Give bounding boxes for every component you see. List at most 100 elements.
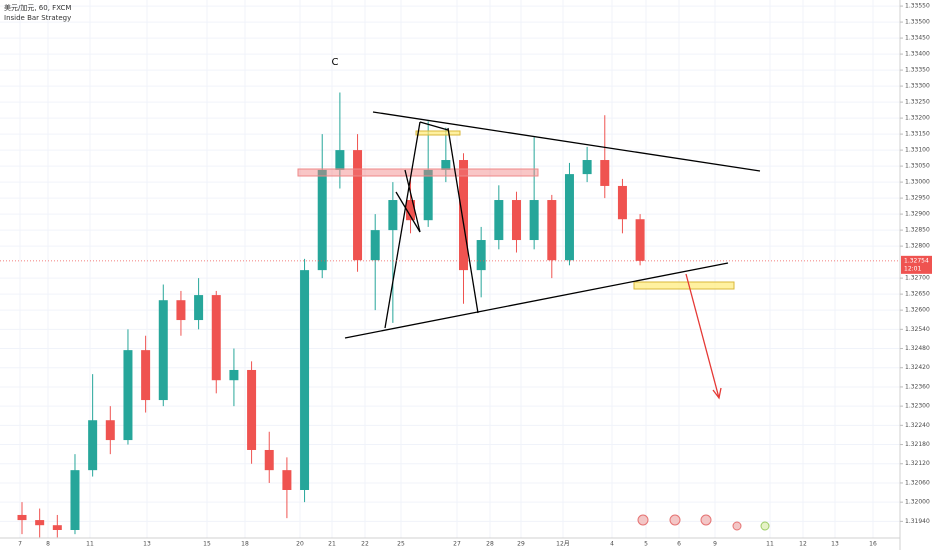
chart-title: 美元/加元, 60, FXCM [4, 3, 71, 12]
y-tick-label: 1.33350 [905, 67, 930, 74]
y-tick-label: 1.33200 [905, 115, 930, 122]
y-tick-label: 1.32060 [905, 479, 930, 486]
strategy-name: Inside Bar Strategy [4, 14, 71, 22]
plot [17, 92, 645, 538]
y-tick-label: 1.32000 [905, 499, 930, 506]
candle-body [52, 525, 62, 530]
grid [0, 0, 900, 538]
x-tick-label: 29 [517, 541, 525, 548]
y-tick-label: 1.32800 [905, 243, 930, 250]
candle-body [300, 270, 310, 490]
x-tick-label: 22 [361, 541, 369, 548]
candle-body [459, 160, 468, 271]
event-icon [669, 514, 681, 526]
candle-body [282, 470, 292, 490]
x-tick-label: 11 [766, 541, 774, 548]
resistance-zone [297, 168, 539, 177]
upper-trendline [372, 111, 761, 172]
candle-body [194, 295, 204, 321]
candle-body [494, 200, 504, 241]
candle-body [123, 350, 133, 441]
y-tick-label: 1.32120 [905, 460, 930, 467]
y-tick-label: 1.31940 [905, 518, 930, 525]
candle-body [476, 240, 486, 271]
event-icon [760, 521, 770, 531]
x-tick-label: 6 [677, 541, 681, 548]
y-tick-label: 1.32240 [905, 422, 930, 429]
event-icon [732, 521, 742, 531]
y-tick-label: 1.33450 [905, 35, 930, 42]
last-price-label: 1.32754 [904, 257, 929, 264]
x-tick-label: 9 [713, 541, 717, 548]
x-tick-label: 25 [397, 541, 405, 548]
y-tick-label: 1.32950 [905, 195, 930, 202]
y-tick-label: 1.32480 [905, 345, 930, 352]
y-tick-label: 1.33250 [905, 99, 930, 106]
candle-body [317, 169, 327, 271]
y-tick-label: 1.33050 [905, 163, 930, 170]
candle-body [617, 185, 627, 220]
candle-body [564, 174, 574, 261]
top-zone [415, 130, 461, 136]
candle-body [388, 200, 398, 231]
candle-body [247, 369, 257, 450]
candle-body [176, 300, 186, 321]
candle-body [335, 150, 345, 170]
candle-body [582, 160, 592, 175]
y-tick-label: 1.32300 [905, 403, 930, 410]
y-tick-label: 1.32650 [905, 291, 930, 298]
candle-body [406, 200, 416, 221]
candle-body [511, 200, 521, 241]
y-tick-label: 1.33100 [905, 147, 930, 154]
candle-body [423, 169, 433, 221]
lower-trendline [344, 262, 729, 339]
pattern-line [419, 121, 449, 131]
candle-body [35, 520, 45, 526]
candle-body [547, 200, 557, 261]
y-tick-label: 1.33000 [905, 179, 930, 186]
x-tick-label: 15 [203, 541, 211, 548]
y-tick-label: 1.33300 [905, 83, 930, 90]
y-tick-label: 1.32360 [905, 383, 930, 390]
pattern-line [395, 191, 421, 233]
y-tick-label: 1.33150 [905, 131, 930, 138]
y-tick-label: 1.32180 [905, 441, 930, 448]
x-tick-label: 27 [453, 541, 461, 548]
x-tick-label: 20 [296, 541, 304, 548]
candle-body [441, 160, 451, 170]
y-tick-label: 1.32420 [905, 364, 930, 371]
candle-body [264, 449, 274, 471]
candle-body [635, 219, 645, 261]
wave-label: C [332, 57, 339, 68]
x-tick-label: 11 [86, 541, 94, 548]
countdown-label: 12:01 [904, 265, 921, 272]
pattern-line [404, 169, 421, 233]
x-tick-label: 13 [831, 541, 839, 548]
last-price-box [901, 255, 932, 274]
x-tick-label: 5 [644, 541, 648, 548]
candle-body [529, 200, 539, 241]
candle-body [353, 150, 363, 261]
x-tick-label: 7 [18, 541, 22, 548]
projection-arrow [685, 273, 720, 399]
x-tick-label: 12 [799, 541, 807, 548]
x-tick-label: 16 [869, 541, 877, 548]
y-tick-label: 1.32850 [905, 227, 930, 234]
candle-body [141, 350, 151, 401]
x-tick-label: 18 [241, 541, 249, 548]
candle-body [17, 514, 27, 521]
y-tick-label: 1.33550 [905, 3, 930, 10]
x-tick-label: 8 [46, 541, 50, 548]
event-icon [700, 514, 712, 526]
candle-body [88, 420, 98, 471]
y-tick-label: 1.32600 [905, 307, 930, 314]
candle-body [70, 470, 80, 530]
arrow-head [712, 387, 722, 400]
x-tick-label: 12月 [556, 541, 570, 548]
candle-body [105, 420, 115, 441]
y-tick-label: 1.33400 [905, 51, 930, 58]
drawings [297, 111, 761, 400]
x-tick-label: 13 [143, 541, 151, 548]
